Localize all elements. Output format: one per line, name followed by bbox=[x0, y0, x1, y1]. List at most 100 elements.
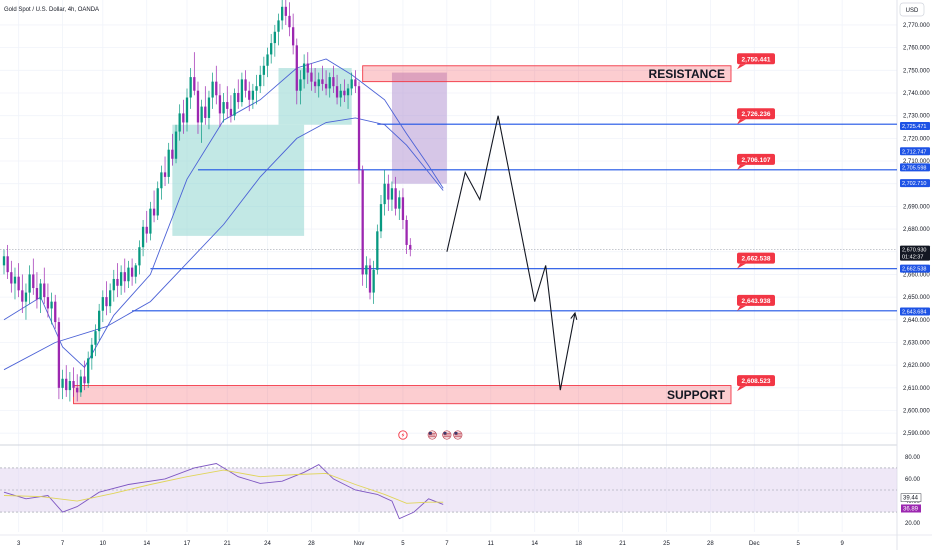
callout-label: 2,643.938 bbox=[742, 298, 771, 305]
candle-body bbox=[152, 208, 156, 216]
candle-body bbox=[57, 322, 61, 388]
projection-path bbox=[446, 115, 578, 391]
time-tick-label: 5 bbox=[797, 541, 801, 547]
candle-body bbox=[313, 81, 317, 87]
callouts: 2,750.441 2,726.236 2,706.107 2,662.538 2,64… bbox=[737, 53, 775, 392]
candle-body bbox=[365, 265, 368, 275]
candle-body bbox=[21, 290, 24, 302]
candle-body bbox=[343, 90, 346, 96]
lightning-glyph bbox=[401, 432, 405, 438]
candle-body bbox=[368, 265, 372, 293]
event-icons bbox=[398, 430, 463, 440]
callout-box[interactable] bbox=[737, 252, 775, 264]
projection-arrowhead bbox=[570, 311, 578, 320]
candle-body bbox=[211, 81, 214, 98]
price-tick-label: 2,640.000 bbox=[903, 318, 930, 324]
candle-body bbox=[350, 79, 353, 89]
price-tick-label: 2,630.000 bbox=[903, 340, 930, 346]
candle-body bbox=[193, 77, 196, 91]
candle-body bbox=[262, 65, 266, 75]
candle-body bbox=[156, 188, 159, 216]
callout-box[interactable] bbox=[737, 108, 775, 120]
candle-body bbox=[87, 358, 90, 384]
candle-body bbox=[134, 265, 137, 277]
time-tick-label: 24 bbox=[264, 541, 271, 547]
candle-body bbox=[240, 79, 244, 103]
candle-body bbox=[54, 301, 57, 323]
moving-averages bbox=[3, 58, 444, 371]
time-tick-label: 28 bbox=[707, 541, 714, 547]
candle-body bbox=[127, 267, 130, 282]
moving-average-line bbox=[3, 58, 444, 369]
candle-body bbox=[32, 274, 35, 289]
time-tick-label: 10 bbox=[99, 541, 106, 547]
candle-body bbox=[72, 381, 75, 388]
candle-body bbox=[204, 106, 207, 118]
callout-box[interactable] bbox=[737, 153, 775, 165]
candle-body bbox=[310, 72, 313, 82]
zone-support[interactable] bbox=[73, 385, 732, 405]
candle-body bbox=[251, 90, 255, 100]
callout-pointer bbox=[737, 64, 746, 70]
candle-body bbox=[138, 247, 141, 266]
candle-body bbox=[346, 88, 350, 96]
time-tick-label: 9 bbox=[840, 541, 844, 547]
candle-body bbox=[306, 63, 309, 73]
time-tick-label: 17 bbox=[184, 541, 191, 547]
chart-title: Gold Spot / U.S. Dollar, 4h, OANDA bbox=[4, 7, 99, 13]
candle-body bbox=[255, 86, 258, 91]
candle-body bbox=[196, 90, 200, 123]
price-tick-label: 2,730.000 bbox=[903, 114, 930, 120]
callout-box[interactable] bbox=[737, 53, 775, 65]
time-tick-label: 11 bbox=[488, 541, 495, 547]
candle-body bbox=[266, 54, 269, 66]
candle-body bbox=[76, 387, 79, 393]
purple-area bbox=[391, 72, 447, 184]
callout-pointer bbox=[737, 386, 746, 392]
price-tick-label: 2,660.000 bbox=[903, 272, 930, 278]
zone-resistance[interactable] bbox=[362, 65, 732, 83]
candle-body bbox=[94, 331, 97, 345]
time-tick-label: 7 bbox=[61, 541, 65, 547]
candle-body bbox=[218, 95, 222, 114]
candle-body bbox=[273, 31, 276, 44]
candle-body bbox=[259, 74, 262, 87]
candle-body bbox=[149, 208, 152, 234]
candle-body bbox=[390, 188, 394, 200]
rsi-tick-label: 20.00 bbox=[905, 521, 921, 527]
candle-body bbox=[317, 79, 320, 87]
zone-label-resistance: RESISTANCE bbox=[649, 67, 725, 81]
price-tag bbox=[900, 121, 930, 130]
candle-body bbox=[116, 278, 119, 286]
rsi-value-tag bbox=[900, 493, 922, 502]
candle-body bbox=[108, 290, 112, 307]
price-tag-label: 2,670.930 bbox=[902, 248, 926, 254]
time-tick-label: 25 bbox=[663, 541, 670, 547]
callout-box[interactable] bbox=[737, 294, 775, 306]
candle-body bbox=[83, 376, 86, 384]
candle-body bbox=[324, 83, 328, 89]
oscillator-pane: 80.00 60.00 40.00 20.00 39.44 36.89 bbox=[0, 455, 922, 527]
candle-body bbox=[226, 102, 229, 109]
price-tag bbox=[900, 179, 930, 188]
candle-body bbox=[233, 92, 236, 116]
candle-body bbox=[35, 288, 39, 300]
callout-label: 2,608.523 bbox=[742, 378, 771, 385]
candle-body bbox=[13, 276, 17, 284]
candle-body bbox=[335, 86, 339, 98]
currency-button[interactable] bbox=[899, 2, 925, 17]
price-tick-label: 2,590.000 bbox=[903, 431, 930, 437]
candle-body bbox=[101, 297, 104, 311]
rsi-line bbox=[3, 463, 444, 520]
callout-label: 2,750.441 bbox=[742, 56, 771, 63]
candle-body bbox=[207, 97, 211, 118]
candle-body bbox=[39, 283, 42, 300]
candle-body bbox=[270, 43, 273, 55]
callout-box[interactable] bbox=[737, 375, 775, 387]
candle-body bbox=[387, 183, 390, 200]
price-tag-countdown: 01:42:37 bbox=[902, 255, 923, 261]
projection-line[interactable] bbox=[446, 115, 576, 391]
time-tick-label: 14 bbox=[143, 541, 150, 547]
candle-body bbox=[189, 77, 192, 98]
